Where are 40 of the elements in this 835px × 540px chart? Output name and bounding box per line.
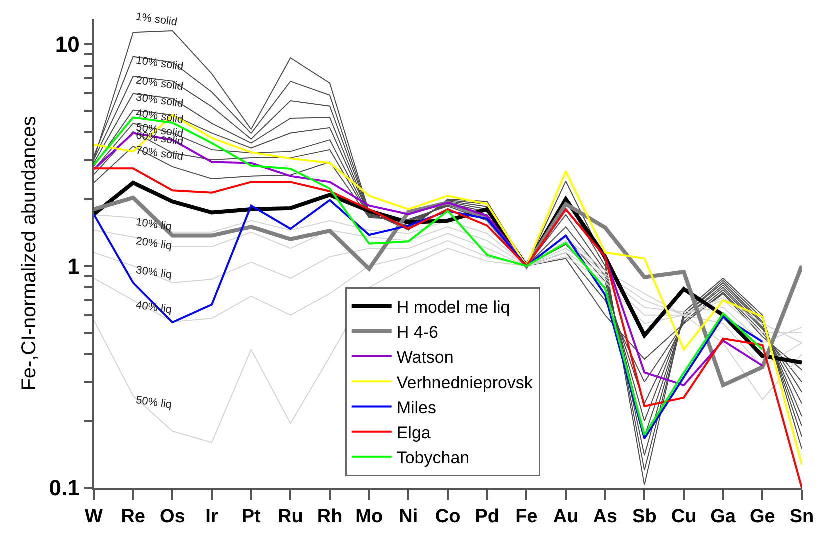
legend-label: Tobychan [396, 448, 470, 468]
y-tick-label: 10 [55, 32, 80, 57]
x-tick-label: Re [121, 506, 146, 528]
annotation: 30% solid [135, 92, 184, 110]
annotation: 30% liq [135, 264, 173, 282]
y-tick-label: 0.1 [49, 476, 80, 501]
y-axis-title: Fe-,CI-normalized abundances [18, 116, 40, 391]
x-tick-label: Ge [750, 506, 776, 528]
annotation: 40% liq [135, 300, 173, 316]
legend-label: H 4-6 [396, 323, 438, 342]
x-tick-label: Sn [790, 506, 814, 528]
x-tick-label: Co [435, 506, 461, 528]
annotation: 50% liq [135, 394, 173, 412]
legend-label: H model me liq [396, 298, 510, 317]
x-tick-label: Pd [475, 506, 500, 528]
annotation: 10% solid [135, 54, 184, 74]
annotation: 1% solid [135, 11, 178, 29]
x-tick-label: Pt [242, 506, 262, 528]
x-tick-label: Ir [206, 506, 219, 528]
x-tick-label: Au [553, 506, 579, 528]
annotation: 10% liq [135, 216, 173, 234]
y-tick-label: 1 [68, 254, 80, 279]
x-tick-label: Os [160, 506, 186, 528]
x-tick-label: Ru [278, 506, 304, 528]
x-tick-label: Ni [399, 506, 418, 528]
x-tick-label: As [593, 506, 618, 528]
legend-label: Elga [396, 423, 432, 442]
x-tick-label: Ga [710, 506, 736, 528]
x-tick-label: Sb [632, 506, 657, 528]
x-tick-label: Mo [356, 506, 384, 528]
x-tick-label: W [85, 506, 104, 528]
x-tick-label: Rh [317, 506, 343, 528]
x-tick-label: Cu [671, 506, 697, 528]
legend-label: Verhnednieprovsk [396, 373, 534, 392]
legend-label: Watson [396, 348, 454, 368]
annotation: 20% liq [135, 236, 173, 252]
annotation: 20% solid [135, 74, 184, 94]
legend-label: Miles [396, 398, 437, 418]
annotation: 70% solid [135, 144, 184, 164]
x-tick-label: Fe [516, 506, 538, 528]
